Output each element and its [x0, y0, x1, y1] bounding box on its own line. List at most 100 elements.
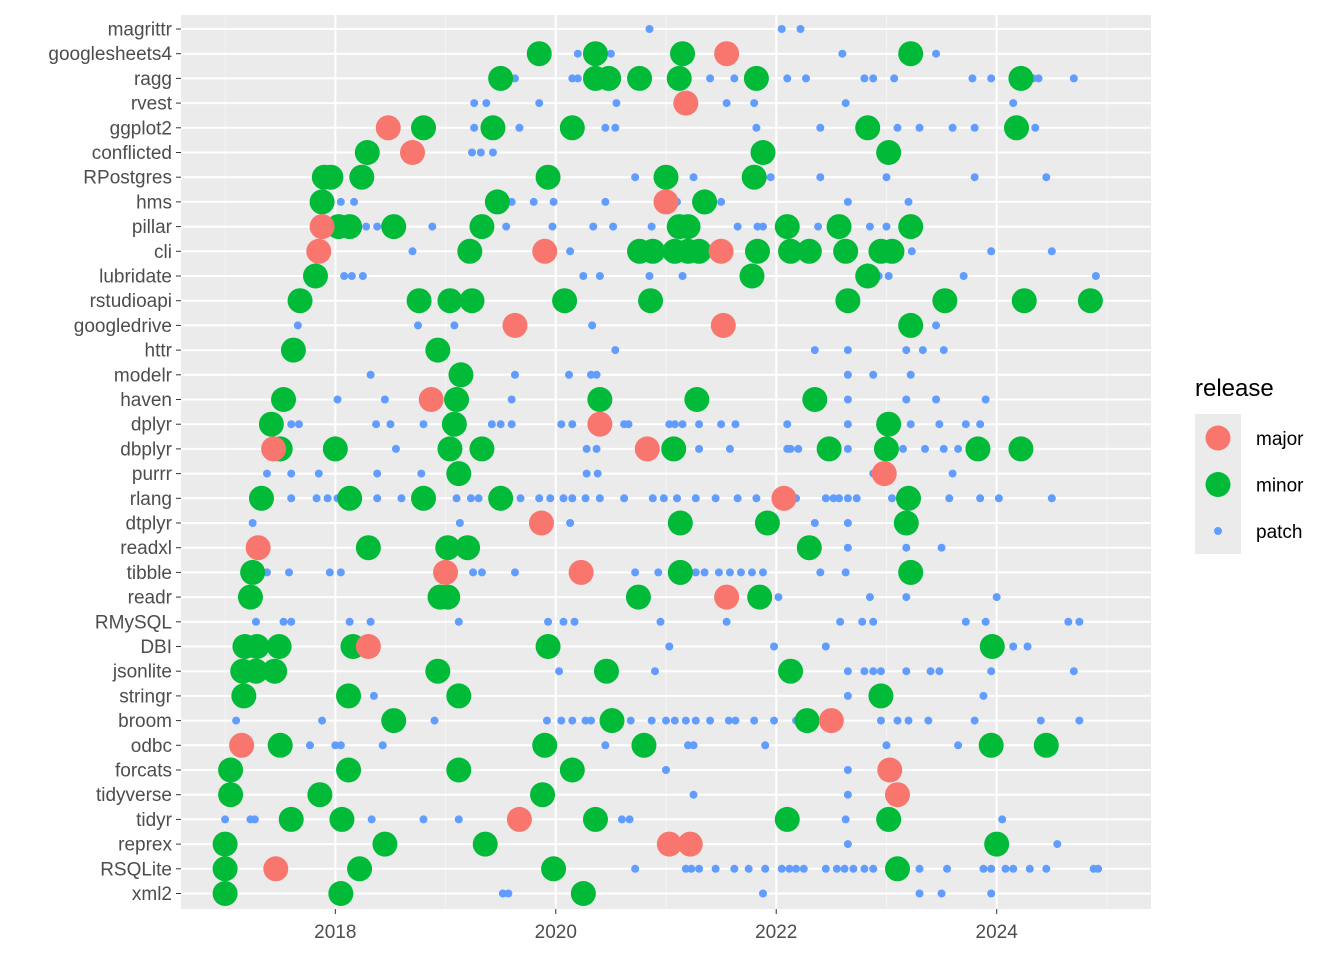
patch-release-point	[816, 123, 825, 132]
patch-release-point	[496, 420, 505, 429]
minor-release-point	[526, 41, 552, 67]
patch-release-point	[717, 420, 726, 429]
patch-release-point	[887, 494, 896, 503]
major-release-point	[375, 115, 401, 141]
minor-release-point	[965, 436, 991, 462]
minor-release-point	[552, 288, 578, 314]
minor-release-point	[262, 658, 288, 684]
patch-release-point	[336, 197, 345, 206]
patch-release-point	[529, 197, 538, 206]
patch-release-point	[725, 568, 734, 577]
y-tick-label: googlesheets4	[48, 44, 172, 65]
minor-release-point	[747, 584, 773, 610]
major-release-point	[714, 584, 740, 610]
patch-release-point	[695, 420, 704, 429]
patch-release-point	[987, 74, 996, 83]
minor-release-point	[1008, 436, 1034, 462]
minor-release-point	[570, 881, 596, 906]
major-release-point	[818, 708, 844, 734]
patch-release-point	[783, 420, 792, 429]
minor-release-point	[309, 189, 335, 215]
patch-release-point	[659, 494, 668, 503]
patch-release-point	[785, 864, 794, 873]
y-tick-label: ragg	[134, 69, 172, 90]
patch-release-point	[695, 864, 704, 873]
patch-release-point	[858, 617, 867, 626]
minor-release-point	[593, 658, 619, 684]
minor-release-point	[835, 288, 861, 314]
y-tick-label: cli	[154, 242, 172, 263]
patch-release-point	[843, 346, 852, 355]
major-release-point	[433, 559, 459, 585]
minor-release-point	[437, 436, 463, 462]
minor-release-point	[271, 387, 297, 412]
minor-release-point	[582, 41, 608, 67]
patch-release-point	[731, 716, 740, 725]
patch-release-point	[248, 519, 257, 527]
patch-release-point	[470, 99, 479, 108]
patch-release-point	[770, 716, 779, 725]
patch-release-point	[684, 741, 693, 750]
patch-release-point	[1023, 642, 1032, 651]
major-release-point	[506, 806, 532, 832]
patch-release-point	[507, 420, 516, 429]
minor-release-point	[750, 140, 776, 165]
y-tick-label: purrr	[132, 464, 173, 485]
patch-release-point	[777, 864, 786, 873]
patch-release-point	[593, 469, 602, 478]
patch-release-point	[691, 568, 700, 577]
patch-release-point	[617, 815, 626, 824]
patch-release-point	[777, 25, 786, 33]
patch-release-point	[487, 420, 496, 429]
patch-release-point	[924, 716, 933, 725]
patch-release-point	[987, 889, 996, 898]
y-tick-label: RPostgres	[83, 168, 172, 189]
patch-release-point	[469, 568, 478, 577]
patch-release-point	[759, 889, 767, 898]
patch-release-point	[549, 197, 558, 206]
patch-release-point	[843, 543, 852, 552]
patch-release-point	[907, 247, 916, 256]
y-tick-label: forcats	[115, 761, 172, 782]
patch-release-point	[961, 420, 970, 429]
minor-release-point	[855, 115, 881, 141]
patch-release-point	[452, 494, 461, 503]
patch-release-point	[706, 716, 715, 725]
patch-release-point	[1094, 864, 1103, 873]
patch-release-point	[987, 864, 996, 873]
patch-release-point	[852, 494, 861, 503]
patch-release-point	[579, 272, 588, 280]
patch-release-point	[589, 222, 598, 231]
patch-release-point	[510, 568, 519, 577]
minor-release-point	[596, 65, 622, 91]
patch-release-point	[970, 173, 979, 182]
y-tick-label: RMySQL	[95, 612, 172, 633]
minor-release-point	[661, 436, 687, 462]
patch-release-point	[876, 667, 885, 676]
major-release-point	[399, 140, 425, 165]
minor-release-point	[898, 312, 924, 338]
patch-release-point	[689, 741, 698, 750]
patch-release-point	[428, 222, 437, 231]
patch-release-point	[932, 395, 941, 404]
minor-release-point	[778, 238, 804, 264]
patch-release-point	[747, 568, 756, 577]
patch-release-point	[939, 346, 948, 355]
patch-release-point	[695, 444, 704, 453]
minor-release-point	[796, 535, 822, 561]
major-release-point	[677, 831, 703, 857]
patch-release-point	[865, 593, 874, 602]
patch-release-point	[869, 370, 878, 379]
patch-release-point	[419, 815, 428, 824]
minor-release-point	[212, 856, 238, 882]
patch-release-point	[869, 667, 878, 676]
patch-release-point	[592, 370, 601, 379]
minor-release-point	[212, 831, 238, 857]
x-tick-label: 2024	[976, 922, 1019, 943]
minor-release-point	[692, 189, 718, 215]
minor-release-point	[266, 634, 292, 659]
minor-release-point	[372, 831, 398, 857]
patch-release-point	[733, 494, 742, 503]
minor-release-point	[437, 288, 463, 314]
